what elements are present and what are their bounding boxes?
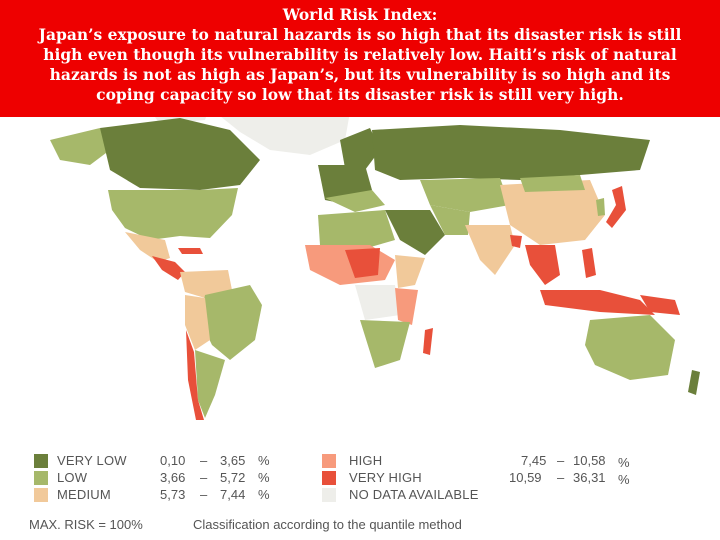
legend-unit-very-high: %	[618, 472, 630, 487]
legend-label-low: LOW	[57, 470, 88, 485]
region-west-africa	[345, 248, 380, 278]
region-caribbean	[178, 248, 203, 254]
max-risk-note: MAX. RISK = 100%	[29, 517, 143, 532]
legend-label-high: HIGH	[349, 453, 383, 468]
region-iran	[430, 205, 470, 235]
map-legend: VERY LOW 0,10 – 3,65 % LOW 3,66 – 5,72 %…	[0, 440, 720, 540]
region-alaska	[50, 128, 110, 165]
legend-swatch-high	[322, 454, 336, 468]
region-japan	[606, 186, 626, 228]
region-southern-europe	[325, 190, 385, 212]
region-peru-bolivia	[185, 295, 210, 350]
classification-note: Classification according to the quantile…	[193, 517, 462, 532]
legend-label-medium: MEDIUM	[57, 487, 111, 502]
legend-unit-high: %	[618, 455, 630, 470]
legend-unit-low: %	[258, 470, 270, 485]
region-mexico	[125, 232, 170, 262]
legend-swatch-medium	[34, 488, 48, 502]
legend-label-no-data: NO DATA AVAILABLE	[349, 487, 479, 502]
region-argentina	[195, 350, 225, 418]
region-central-africa	[355, 285, 400, 320]
title-line-3: high even though its vulnerability is re…	[43, 45, 677, 64]
legend-max-high: 10,58	[573, 453, 606, 468]
legend-dash-high: –	[557, 453, 565, 468]
region-central-asia	[420, 178, 510, 212]
title-line-1: World Risk Index:	[282, 5, 438, 24]
region-brazil	[200, 285, 262, 360]
region-north-africa	[318, 210, 395, 250]
legend-dash-very-low: –	[200, 453, 208, 468]
legend-swatch-no-data	[322, 488, 336, 502]
region-korea	[596, 198, 605, 216]
title-line-2: Japan’s exposure to natural hazards is s…	[38, 25, 682, 44]
legend-max-medium: 7,44	[220, 487, 246, 502]
legend-dash-medium: –	[200, 487, 208, 502]
region-india	[465, 225, 515, 275]
legend-dash-very-high: –	[557, 470, 565, 485]
region-indonesia	[540, 290, 655, 315]
region-usa	[108, 188, 238, 240]
legend-min-very-high: 10,59	[509, 470, 542, 485]
legend-label-very-low: VERY LOW	[57, 453, 127, 468]
legend-max-very-low: 3,65	[220, 453, 246, 468]
legend-min-very-low: 0,10	[160, 453, 186, 468]
region-mongolia	[520, 175, 585, 192]
region-chile	[186, 330, 204, 420]
region-middle-east	[385, 210, 445, 255]
legend-unit-very-low: %	[258, 453, 270, 468]
region-philippines	[582, 248, 596, 278]
legend-swatch-very-low	[34, 454, 48, 468]
region-russia	[372, 125, 650, 180]
legend-min-medium: 5,73	[160, 487, 186, 502]
region-scandinavia	[340, 128, 380, 170]
legend-max-very-high: 36,31	[573, 470, 606, 485]
region-east-africa	[395, 288, 418, 325]
region-bangladesh	[510, 235, 522, 248]
title-line-5: coping capacity so low that its disaster…	[96, 85, 624, 104]
region-indochina	[525, 245, 560, 285]
legend-swatch-low	[34, 471, 48, 485]
region-australia	[585, 315, 675, 380]
title-banner: World Risk Index: Japan’s exposure to na…	[0, 0, 720, 117]
region-central-america	[152, 256, 185, 280]
world-risk-map	[50, 104, 700, 420]
legend-min-high: 7,45	[521, 453, 547, 468]
region-colombia-venezuela	[180, 270, 232, 298]
legend-max-low: 5,72	[220, 470, 246, 485]
legend-label-very-high: VERY HIGH	[349, 470, 422, 485]
legend-min-low: 3,66	[160, 470, 186, 485]
legend-unit-medium: %	[258, 487, 270, 502]
title-line-4: hazards is not as high as Japan’s, but i…	[49, 65, 671, 84]
region-china	[500, 180, 605, 245]
region-canada	[100, 118, 260, 190]
legend-swatch-very-high	[322, 471, 336, 485]
region-papua	[640, 295, 680, 315]
region-new-zealand	[688, 370, 700, 395]
region-southern-africa	[360, 320, 410, 368]
legend-dash-low: –	[200, 470, 208, 485]
region-horn-africa	[395, 255, 425, 288]
region-madagascar	[423, 328, 433, 355]
